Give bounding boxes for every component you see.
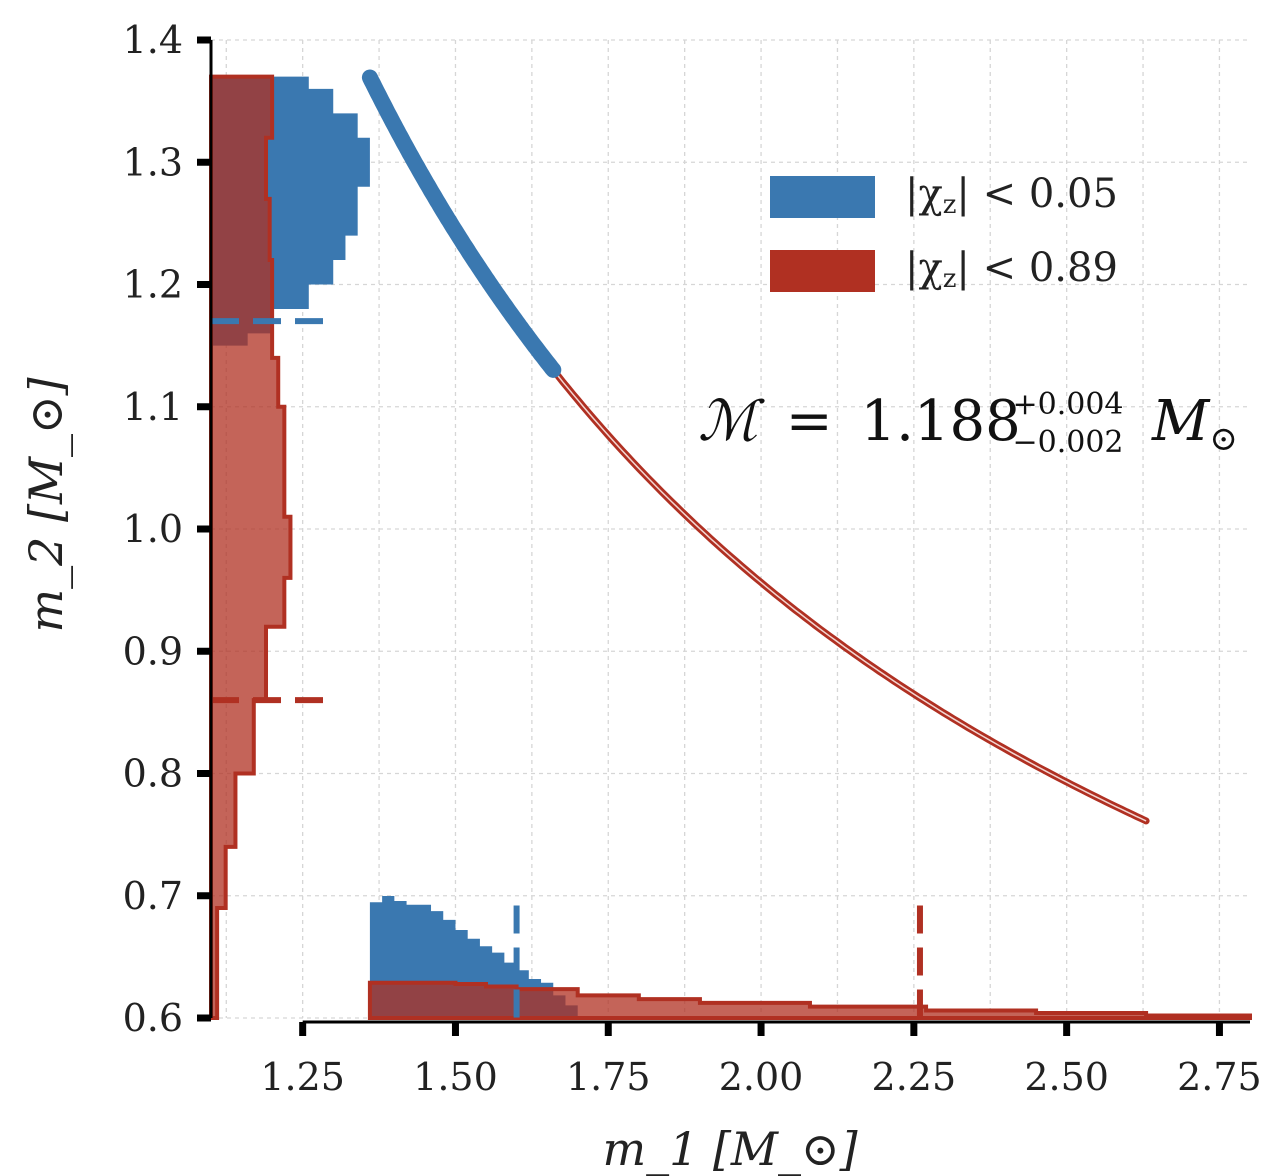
svg-text:ℳ = 1.188: ℳ = 1.188 (698, 389, 1021, 454)
chirp-mass-annotation: ℳ = 1.188 +0.004 −0.002 M⊙ (698, 387, 1238, 460)
legend-label-aligned-spin: |χz| < 0.05 (905, 171, 1118, 220)
legend-swatch-broad-spin (770, 250, 875, 292)
y-axis-label: m_2 [M_⊙] (19, 377, 73, 632)
y-tick-label: 0.9 (123, 629, 183, 673)
x-tick-label: 2.75 (1177, 1055, 1262, 1099)
chirp-curve-aligned-spin (361, 69, 562, 378)
y-tick-label: 1.3 (123, 140, 183, 184)
legend: |χz| < 0.05 |χz| < 0.89 (770, 171, 1118, 294)
y-tick-label: 1.1 (123, 385, 183, 429)
x-axis-label: m_1 [M_⊙] (602, 1122, 857, 1176)
m2-histogram-broad-spin-outline (209, 74, 293, 1020)
x-tick-label: 1.50 (413, 1055, 498, 1099)
m1-histogram-broad-spin-fill (369, 982, 1250, 1018)
component-mass-curve (361, 69, 1150, 825)
tick-labels: 1.25 1.50 1.75 2.00 2.25 2.50 2.75 0.6 0.7 0.8 0.9… (123, 18, 1262, 1099)
y-tick-label: 0.8 (123, 752, 183, 796)
marginal-histograms (209, 74, 1252, 1020)
x-tick-label: 1.25 (260, 1055, 345, 1099)
y-tick-label: 0.6 (123, 996, 183, 1040)
legend-swatch-aligned-spin (770, 176, 875, 218)
svg-text:+0.004: +0.004 (1012, 387, 1123, 422)
x-tick-label: 1.75 (566, 1055, 651, 1099)
svg-text:M⊙: M⊙ (1151, 389, 1238, 459)
x-tick-label: 2.25 (872, 1055, 957, 1099)
y-tick-label: 1.4 (123, 18, 183, 62)
legend-label-broad-spin: |χz| < 0.89 (905, 245, 1118, 294)
svg-text:−0.002: −0.002 (1012, 425, 1123, 460)
y-tick-label: 0.7 (123, 874, 183, 918)
x-tick-label: 2.00 (719, 1055, 804, 1099)
chirp-curve-broad-spin-core (552, 369, 1147, 822)
x-tick-label: 2.50 (1024, 1055, 1109, 1099)
m1-histogram-broad-spin-outline (367, 980, 1252, 1020)
y-tick-label: 1.0 (123, 507, 183, 551)
axes (197, 36, 1250, 1036)
y-tick-label: 1.2 (123, 263, 183, 307)
